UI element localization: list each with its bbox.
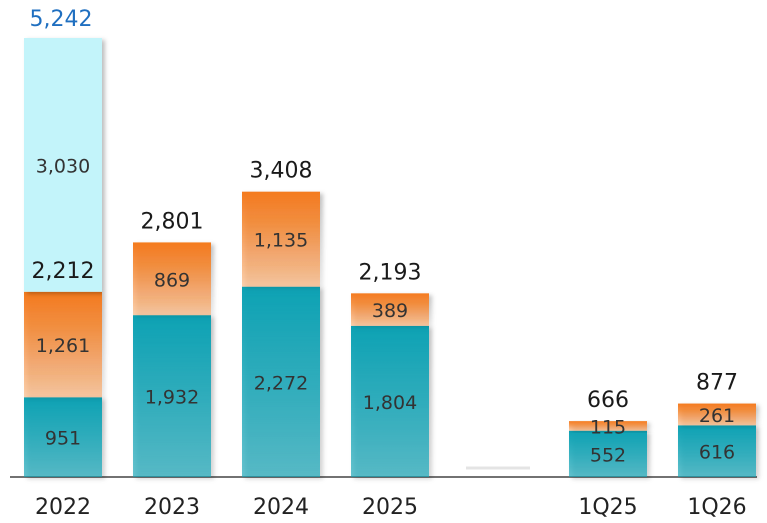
value-label: 1,261: [36, 335, 90, 357]
bar-segment: [24, 397, 102, 477]
total-label: 877: [696, 371, 738, 396]
value-label: 951: [45, 428, 81, 450]
bar-segment: [242, 286, 320, 477]
value-label: 261: [699, 405, 735, 427]
total-label: 2,193: [359, 260, 422, 285]
total-label: 3,408: [250, 159, 313, 184]
value-label: 616: [699, 442, 735, 464]
value-label: 3,030: [36, 155, 90, 177]
x-tick-label: 2025: [362, 495, 418, 520]
value-label: 1,804: [363, 392, 417, 414]
value-label: 552: [590, 444, 626, 466]
bar-segment: [24, 38, 102, 292]
value-label: 869: [154, 269, 190, 291]
x-tick-label: 2022: [35, 495, 91, 520]
value-label: 2,272: [254, 372, 308, 394]
x-tick-label: 2023: [144, 495, 200, 520]
bar-segment: [24, 291, 102, 398]
bar-segment: [133, 315, 211, 477]
bar-segment: [351, 325, 429, 477]
bar-segment: [678, 403, 756, 426]
value-label: 1,932: [145, 387, 199, 409]
total-label: 666: [587, 388, 629, 413]
grand-total-label: 5,242: [30, 7, 93, 32]
bar-segment: [351, 293, 429, 326]
x-tick-label: 2024: [253, 495, 309, 520]
total-label: 2,212: [32, 259, 95, 284]
bar-segment: [569, 430, 647, 477]
bar-segment: [242, 191, 320, 287]
bar-segment: [569, 421, 647, 431]
value-label: 389: [372, 300, 408, 322]
x-tick-label: 1Q26: [687, 495, 746, 520]
x-tick-label: 1Q25: [578, 495, 637, 520]
bar-segment: [133, 242, 211, 316]
bar-segment: [678, 425, 756, 477]
value-label: 115: [590, 416, 626, 438]
total-label: 2,801: [141, 209, 204, 234]
value-label: 1,135: [254, 230, 308, 252]
